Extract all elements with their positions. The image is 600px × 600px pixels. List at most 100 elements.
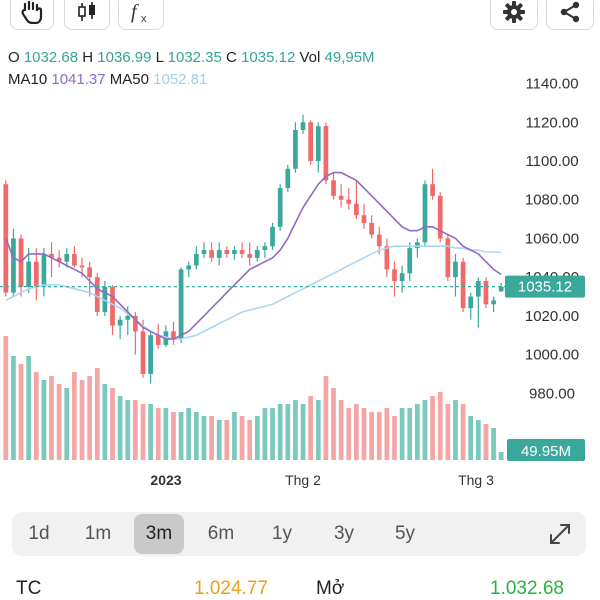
candle — [437, 191, 443, 243]
volume-bar — [270, 408, 275, 460]
y-axis: 1140.001120.001100.001080.001060.001040.… — [525, 76, 579, 403]
candle — [33, 248, 39, 301]
volume-bar — [369, 412, 374, 460]
volume-bar — [239, 416, 245, 460]
range-5y[interactable]: 5y — [394, 523, 416, 544]
volume-bar — [376, 412, 382, 460]
candle — [216, 242, 222, 266]
candle — [110, 284, 115, 336]
volume-bar — [155, 408, 161, 460]
candle — [460, 257, 466, 313]
fx-icon[interactable]: f x — [118, 0, 164, 30]
expand-icon[interactable] — [546, 520, 574, 548]
candles — [3, 114, 504, 384]
candlestick-icon[interactable] — [64, 0, 110, 30]
reference-price-label: TC — [16, 578, 42, 599]
candle — [171, 321, 176, 345]
volume-bar — [293, 400, 298, 460]
volume-bar — [430, 396, 435, 460]
volume-bar — [308, 396, 314, 460]
candle — [64, 248, 70, 268]
volume-bar — [361, 408, 367, 460]
price-tag: 1035.12 — [505, 275, 585, 298]
candle — [308, 120, 314, 165]
range-1m[interactable]: 1m — [84, 523, 112, 544]
y-tick-label: 1120.00 — [525, 114, 578, 131]
volume-bar — [133, 400, 138, 460]
y-tick-label: 1000.00 — [525, 347, 579, 364]
volume-bar — [49, 376, 54, 460]
volume-bar — [64, 388, 70, 460]
volume-bar — [72, 372, 77, 460]
candlestick-chart[interactable]: 1140.001120.001100.001080.001060.001040.… — [0, 0, 600, 500]
range-3m[interactable]: 3m — [134, 514, 184, 554]
y-tick-label: 980.00 — [529, 385, 575, 402]
y-tick-label: 1140.00 — [525, 76, 578, 93]
candle — [346, 188, 352, 210]
volume-bar — [338, 400, 344, 460]
candle — [430, 168, 435, 200]
price-tag-label: 1035.12 — [518, 279, 572, 296]
volume-bar — [140, 404, 146, 460]
volume-bar — [475, 420, 481, 460]
candle — [453, 253, 458, 297]
volume-bar — [209, 416, 214, 460]
volume-bar — [399, 408, 405, 460]
ohlc-readout: O 1032.68 H 1036.99 L 1032.35 C 1035.12 … — [8, 49, 375, 66]
volume-bar — [232, 412, 237, 460]
candle — [361, 203, 367, 229]
candle — [285, 164, 291, 192]
y-tick-label: 1080.00 — [525, 192, 579, 209]
candle — [422, 180, 428, 247]
candle — [354, 180, 359, 220]
volume-bar — [254, 416, 260, 460]
volume-bar — [460, 404, 466, 460]
high-value: 1036.99 — [97, 49, 152, 66]
volume-bar — [41, 380, 47, 460]
close-value: 1035.12 — [241, 49, 296, 66]
volume-bar — [56, 384, 62, 460]
candle — [331, 172, 336, 200]
candle — [262, 242, 268, 258]
ma-readout: MA10 1041.37 MA50 1052.81 — [8, 71, 207, 88]
candle — [209, 242, 214, 262]
candle — [338, 184, 344, 208]
volume-bar — [277, 404, 283, 460]
candle — [155, 323, 161, 349]
y-tick-label: 1020.00 — [525, 308, 579, 325]
candle — [392, 261, 397, 297]
range-6m[interactable]: 6m — [207, 523, 235, 544]
candle — [300, 114, 306, 134]
candle — [369, 215, 374, 239]
ma10-label: MA10 — [8, 71, 48, 88]
ma10-value: 1041.37 — [51, 71, 106, 88]
time-range-selector: 1d 1m 3m 6m 1y 3y 5y — [12, 512, 586, 556]
range-1d[interactable]: 1d — [28, 523, 50, 544]
volume-bar — [453, 400, 458, 460]
volume-bar — [87, 376, 93, 460]
candle — [178, 267, 184, 343]
open-label: O — [8, 49, 20, 66]
candle — [163, 325, 169, 347]
candle — [232, 246, 237, 260]
volume-value: 49,95M — [324, 49, 375, 66]
y-tick-label: 1100.00 — [525, 153, 578, 170]
low-label: L — [155, 49, 164, 66]
volume-bar — [18, 364, 24, 460]
low-value: 1032.35 — [167, 49, 222, 66]
volume-bar — [346, 408, 352, 460]
candle — [26, 248, 32, 293]
svg-text:x: x — [141, 13, 147, 24]
hand-icon[interactable] — [10, 0, 54, 30]
gear-icon[interactable] — [490, 0, 538, 30]
range-3y[interactable]: 3y — [333, 523, 355, 544]
share-icon[interactable] — [546, 0, 594, 30]
volume-bar — [384, 408, 390, 460]
candle — [315, 122, 321, 173]
volume-bar — [483, 424, 489, 460]
volume-bar — [392, 416, 397, 460]
open-price-label: Mở — [316, 578, 345, 599]
volume-bar — [445, 404, 451, 460]
range-1y[interactable]: 1y — [271, 523, 293, 544]
candle — [247, 242, 253, 266]
